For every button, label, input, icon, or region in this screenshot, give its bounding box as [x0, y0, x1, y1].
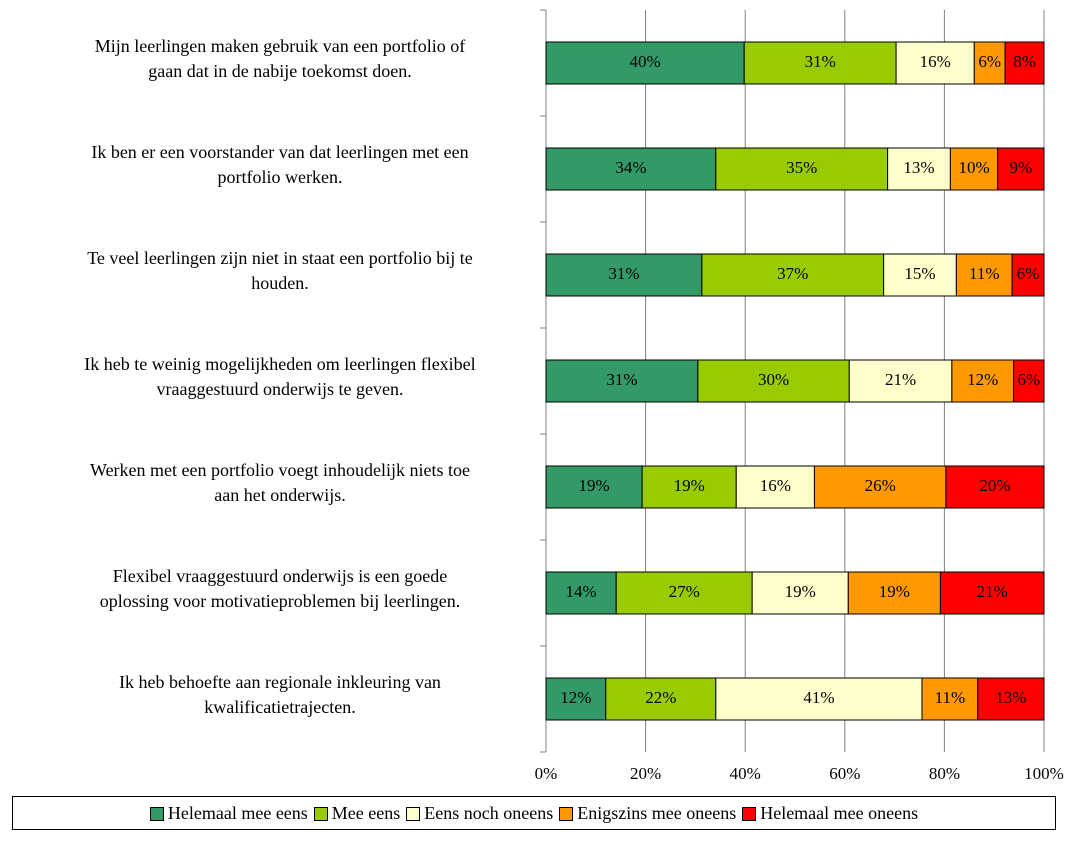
bar-segment [715, 147, 889, 191]
bar-segment [951, 359, 1015, 403]
legend-label: Helemaal mee oneens [760, 802, 919, 823]
bar-segment [697, 359, 850, 403]
category-label: Ik heb te weinig mogelijkheden om leerli… [84, 354, 476, 399]
x-tick-label: 40% [730, 764, 761, 783]
x-tick-label: 80% [929, 764, 960, 783]
bar-segment [955, 253, 1013, 297]
value-label: 41% [803, 688, 834, 707]
bar-segment [1004, 41, 1045, 85]
value-label: 10% [958, 158, 989, 177]
bar-segment [887, 147, 951, 191]
value-label: 22% [645, 688, 676, 707]
legend-item: Eens noch oneens [406, 803, 553, 824]
value-label: 9% [1010, 158, 1033, 177]
bar-segment [939, 571, 1045, 615]
legend-swatch [559, 807, 574, 822]
value-label: 6% [1017, 264, 1040, 283]
value-label: 11% [969, 264, 1000, 283]
legend-swatch [313, 807, 328, 822]
value-label: 21% [977, 582, 1008, 601]
category-label: Mijn leerlingen maken gebruik van een po… [94, 36, 466, 81]
bar-segment [945, 465, 1045, 509]
bar-segment [735, 465, 815, 509]
value-label: 35% [786, 158, 817, 177]
value-label: 37% [777, 264, 808, 283]
legend-item: Enigszins mee oneens [559, 803, 736, 824]
legend-label: Mee eens [331, 802, 401, 823]
value-label: 31% [805, 52, 836, 71]
legend-item: Helemaal mee oneens [742, 803, 918, 824]
category-label: Ik ben er een voorstander van dat leerli… [91, 142, 469, 187]
bar-segment [545, 41, 745, 85]
bar-segment [545, 147, 717, 191]
category-label: Werken met een portfolio voegt inhoudeli… [90, 460, 470, 505]
value-label: 12% [560, 688, 591, 707]
x-tick-label: 20% [630, 764, 661, 783]
value-label: 16% [920, 52, 951, 71]
value-label: 15% [904, 264, 935, 283]
value-label: 31% [608, 264, 639, 283]
value-label: 34% [615, 158, 646, 177]
category-label: Te veel leerlingen zijn niet in staat ee… [87, 248, 473, 293]
bar-segment [545, 465, 643, 509]
bar-segment [848, 359, 953, 403]
bar-segment [701, 253, 885, 297]
x-tick-label: 100% [1024, 764, 1064, 783]
value-label: 11% [935, 688, 966, 707]
bar-segment [997, 147, 1045, 191]
value-label: 12% [967, 370, 998, 389]
legend: Helemaal mee eens Mee eens Eens noch oneen… [12, 796, 1056, 830]
bar-segment [1011, 253, 1045, 297]
legend-item: Mee eens [313, 802, 401, 824]
value-label: 21% [885, 370, 916, 389]
legend-swatch [149, 807, 164, 822]
x-tick-label: 60% [829, 764, 860, 783]
bar-segment [813, 465, 947, 509]
bar-segment [895, 41, 975, 85]
bar-segment [883, 253, 957, 297]
category-label: Ik heb behoefte aan regionale inkleuring… [119, 672, 441, 717]
value-label: 40% [630, 52, 661, 71]
value-label: 8% [1013, 52, 1036, 71]
value-label: 13% [995, 688, 1026, 707]
legend-label: Enigszins mee oneens [577, 802, 737, 823]
bar-segment [715, 677, 923, 721]
value-label: 13% [903, 158, 934, 177]
legend-label: Eens noch oneens [424, 802, 554, 823]
bar-segment [1013, 359, 1045, 403]
value-label: 31% [606, 370, 637, 389]
value-label: 20% [979, 476, 1010, 495]
value-label: 16% [760, 476, 791, 495]
value-label: 19% [578, 476, 609, 495]
value-label: 19% [785, 582, 816, 601]
x-tick-label: 0% [535, 764, 558, 783]
value-label: 19% [674, 476, 705, 495]
bar-segment [949, 147, 999, 191]
value-label: 6% [978, 52, 1001, 71]
bar-segment [973, 41, 1006, 85]
legend-label: Helemaal mee eens [167, 802, 308, 823]
bar-segment [751, 571, 849, 615]
bar-segment [545, 253, 703, 297]
bar-segment [615, 571, 753, 615]
value-label: 30% [758, 370, 789, 389]
value-label: 26% [865, 476, 896, 495]
category-label: Flexibel vraaggestuurd onderwijs is een … [99, 566, 461, 611]
bar-segment [605, 677, 717, 721]
legend-item: Helemaal mee eens [149, 802, 308, 824]
legend-swatch [742, 807, 757, 822]
value-label: 6% [1017, 370, 1040, 389]
value-label: 14% [566, 582, 597, 601]
bar-segment [847, 571, 941, 615]
value-label: 19% [879, 582, 910, 601]
value-label: 27% [669, 582, 700, 601]
bar-segment [977, 677, 1045, 721]
legend-swatch [406, 807, 421, 822]
